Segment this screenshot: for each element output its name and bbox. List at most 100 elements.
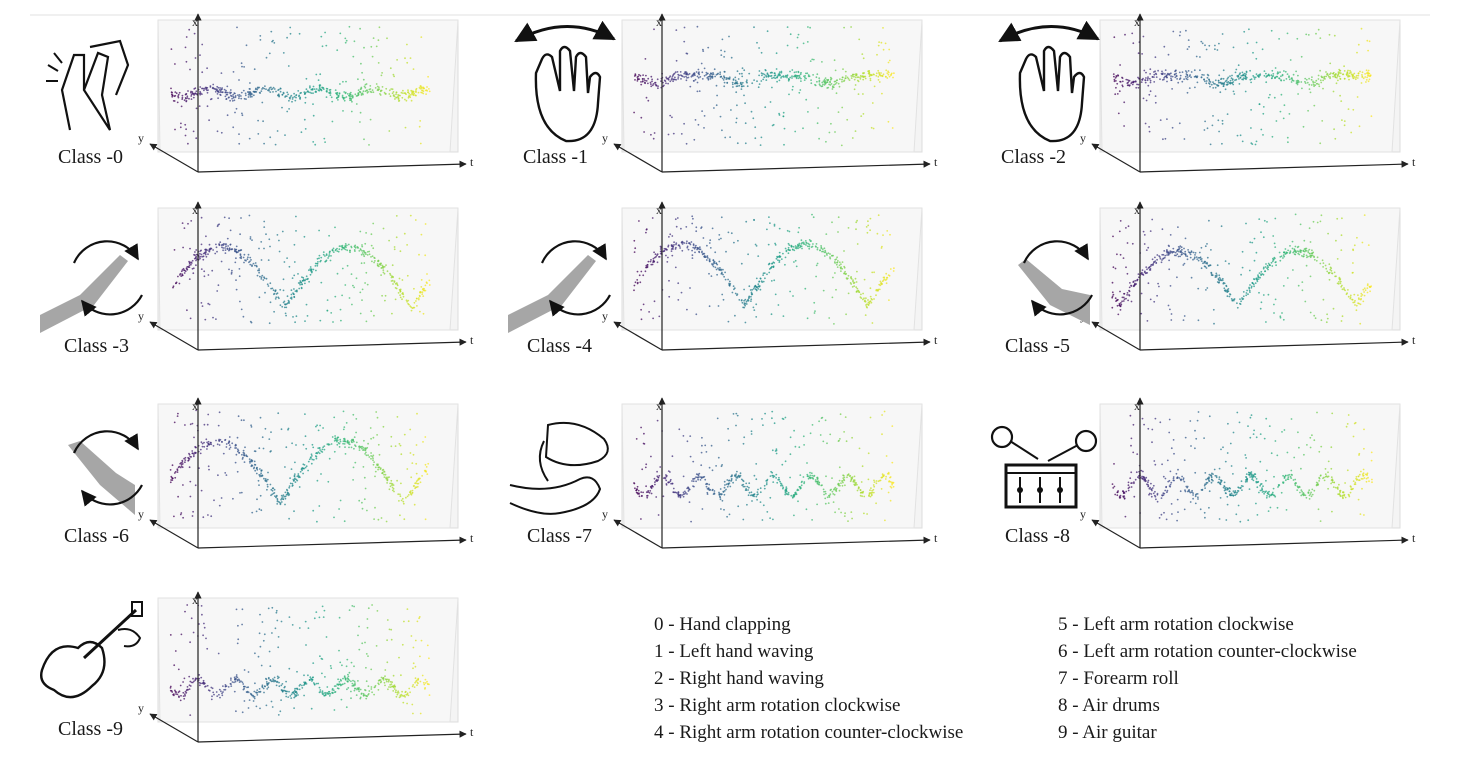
scatter-points <box>633 213 895 325</box>
y-axis-label: y <box>602 507 608 521</box>
scatter-points <box>633 25 895 147</box>
y-axis <box>149 321 199 351</box>
panel-label-class-7: Class -7 <box>527 525 592 547</box>
legend-item-9: 9 - Air guitar <box>1058 722 1157 743</box>
y-axis <box>1091 519 1141 549</box>
panel-class-1: x y t <box>514 13 938 173</box>
t-axis-label: t <box>934 155 938 169</box>
left-arm-counter-clockwise-icon <box>68 430 143 515</box>
x-axis-label: x <box>1134 399 1140 413</box>
plot-box-face <box>621 207 923 331</box>
legend-item-6: 6 - Left arm rotation counter-clockwise <box>1058 641 1357 662</box>
legend-item-4: 4 - Right arm rotation counter-clockwise <box>654 722 964 743</box>
t-axis-label: t <box>470 725 474 739</box>
y-axis-label: y <box>138 701 144 715</box>
x-axis-label: x <box>192 593 198 607</box>
legend-item-2: 2 - Right hand waving <box>654 668 824 689</box>
plot-box-face <box>157 19 459 153</box>
panel-class-5: xyt <box>1018 201 1416 351</box>
panel-class-2: x y t <box>998 13 1416 173</box>
x-axis-label: x <box>656 15 662 29</box>
scatter-points <box>1111 213 1372 325</box>
t-axis <box>1139 160 1409 173</box>
t-axis-label: t <box>1412 333 1416 347</box>
y-axis-label: y <box>138 507 144 521</box>
legend-item-0: 0 - Hand clapping <box>654 614 791 635</box>
legend-item-5: 5 - Left arm rotation clockwise <box>1058 614 1294 635</box>
y-axis <box>613 321 663 351</box>
scatter-points <box>169 409 430 523</box>
plot-box-face <box>1099 403 1401 529</box>
panel-class-9: x y t <box>40 591 474 743</box>
y-axis <box>1091 143 1141 173</box>
panel-class-3: x y t <box>40 201 474 351</box>
forearm-roll-icon <box>509 421 609 515</box>
t-axis <box>1139 536 1409 549</box>
y-axis-label: y <box>602 309 608 323</box>
panel-label-class-0: Class -0 <box>58 146 123 168</box>
t-axis <box>661 536 931 549</box>
panel-label-class-2: Class -2 <box>1001 146 1066 168</box>
t-axis <box>661 338 931 351</box>
air-drums-icon <box>990 425 1098 509</box>
plot-box-face <box>1099 19 1401 153</box>
y-axis <box>613 143 663 173</box>
right-hand-waving-icon <box>998 20 1100 143</box>
x-axis-label: x <box>1134 203 1140 217</box>
scatter-points <box>169 604 431 716</box>
y-axis-label: y <box>138 309 144 323</box>
panel-label-class-6: Class -6 <box>64 525 129 547</box>
plot-box-face <box>1099 207 1401 331</box>
plot-box-face <box>621 19 923 153</box>
t-axis-label: t <box>1412 155 1416 169</box>
t-axis-label: t <box>470 531 474 545</box>
right-arm-counter-clockwise-icon <box>508 240 611 333</box>
scatter-points <box>170 25 431 146</box>
air-guitar-icon <box>40 601 143 699</box>
top-divider <box>30 14 1430 16</box>
x-axis-label: x <box>192 203 198 217</box>
plot-box-face <box>157 597 459 723</box>
y-axis <box>149 713 199 743</box>
scatter-points <box>1111 411 1373 523</box>
t-axis-label: t <box>470 155 474 169</box>
y-axis <box>149 519 199 549</box>
panel-label-class-8: Class -8 <box>1005 525 1070 547</box>
y-axis <box>1091 321 1141 351</box>
panel-class-7: x y t <box>509 397 938 549</box>
panel-class-6: x y t <box>68 397 474 549</box>
hand-clapping-icon <box>46 39 130 131</box>
y-axis-label: y <box>138 131 144 145</box>
y-axis-label: y <box>1080 507 1086 521</box>
t-axis-label: t <box>934 333 938 347</box>
t-axis <box>1139 338 1409 351</box>
x-axis-label: x <box>656 203 662 217</box>
left-hand-waving-icon <box>514 20 616 143</box>
x-axis-label: x <box>1134 15 1140 29</box>
plot-box-face <box>621 403 923 529</box>
panel-label-class-9: Class -9 <box>58 718 123 740</box>
t-axis-label: t <box>934 531 938 545</box>
panel-label-class-1: Class -1 <box>523 146 588 168</box>
t-axis <box>197 160 467 173</box>
x-axis-label: x <box>192 399 198 413</box>
panel-label-class-4: Class -4 <box>527 335 592 357</box>
legend-item-7: 7 - Forearm roll <box>1058 668 1179 689</box>
t-axis <box>197 338 467 351</box>
legend-item-8: 8 - Air drums <box>1058 695 1160 716</box>
scatter-points <box>172 214 431 325</box>
panel-label-class-3: Class -3 <box>64 335 129 357</box>
panel-class-4: x y t <box>508 201 938 351</box>
x-axis-label: x <box>656 399 662 413</box>
scatter-points <box>1112 27 1373 146</box>
left-arm-clockwise-icon <box>1018 240 1093 325</box>
t-axis <box>197 536 467 549</box>
panel-class-0: x y t <box>46 13 474 173</box>
y-axis-label: y <box>602 131 608 145</box>
legend-item-3: 3 - Right arm rotation clockwise <box>654 695 901 716</box>
scatter-points <box>633 410 895 523</box>
x-axis-label: x <box>192 15 198 29</box>
y-axis <box>613 519 663 549</box>
legend-item-1: 1 - Left hand waving <box>654 641 814 662</box>
